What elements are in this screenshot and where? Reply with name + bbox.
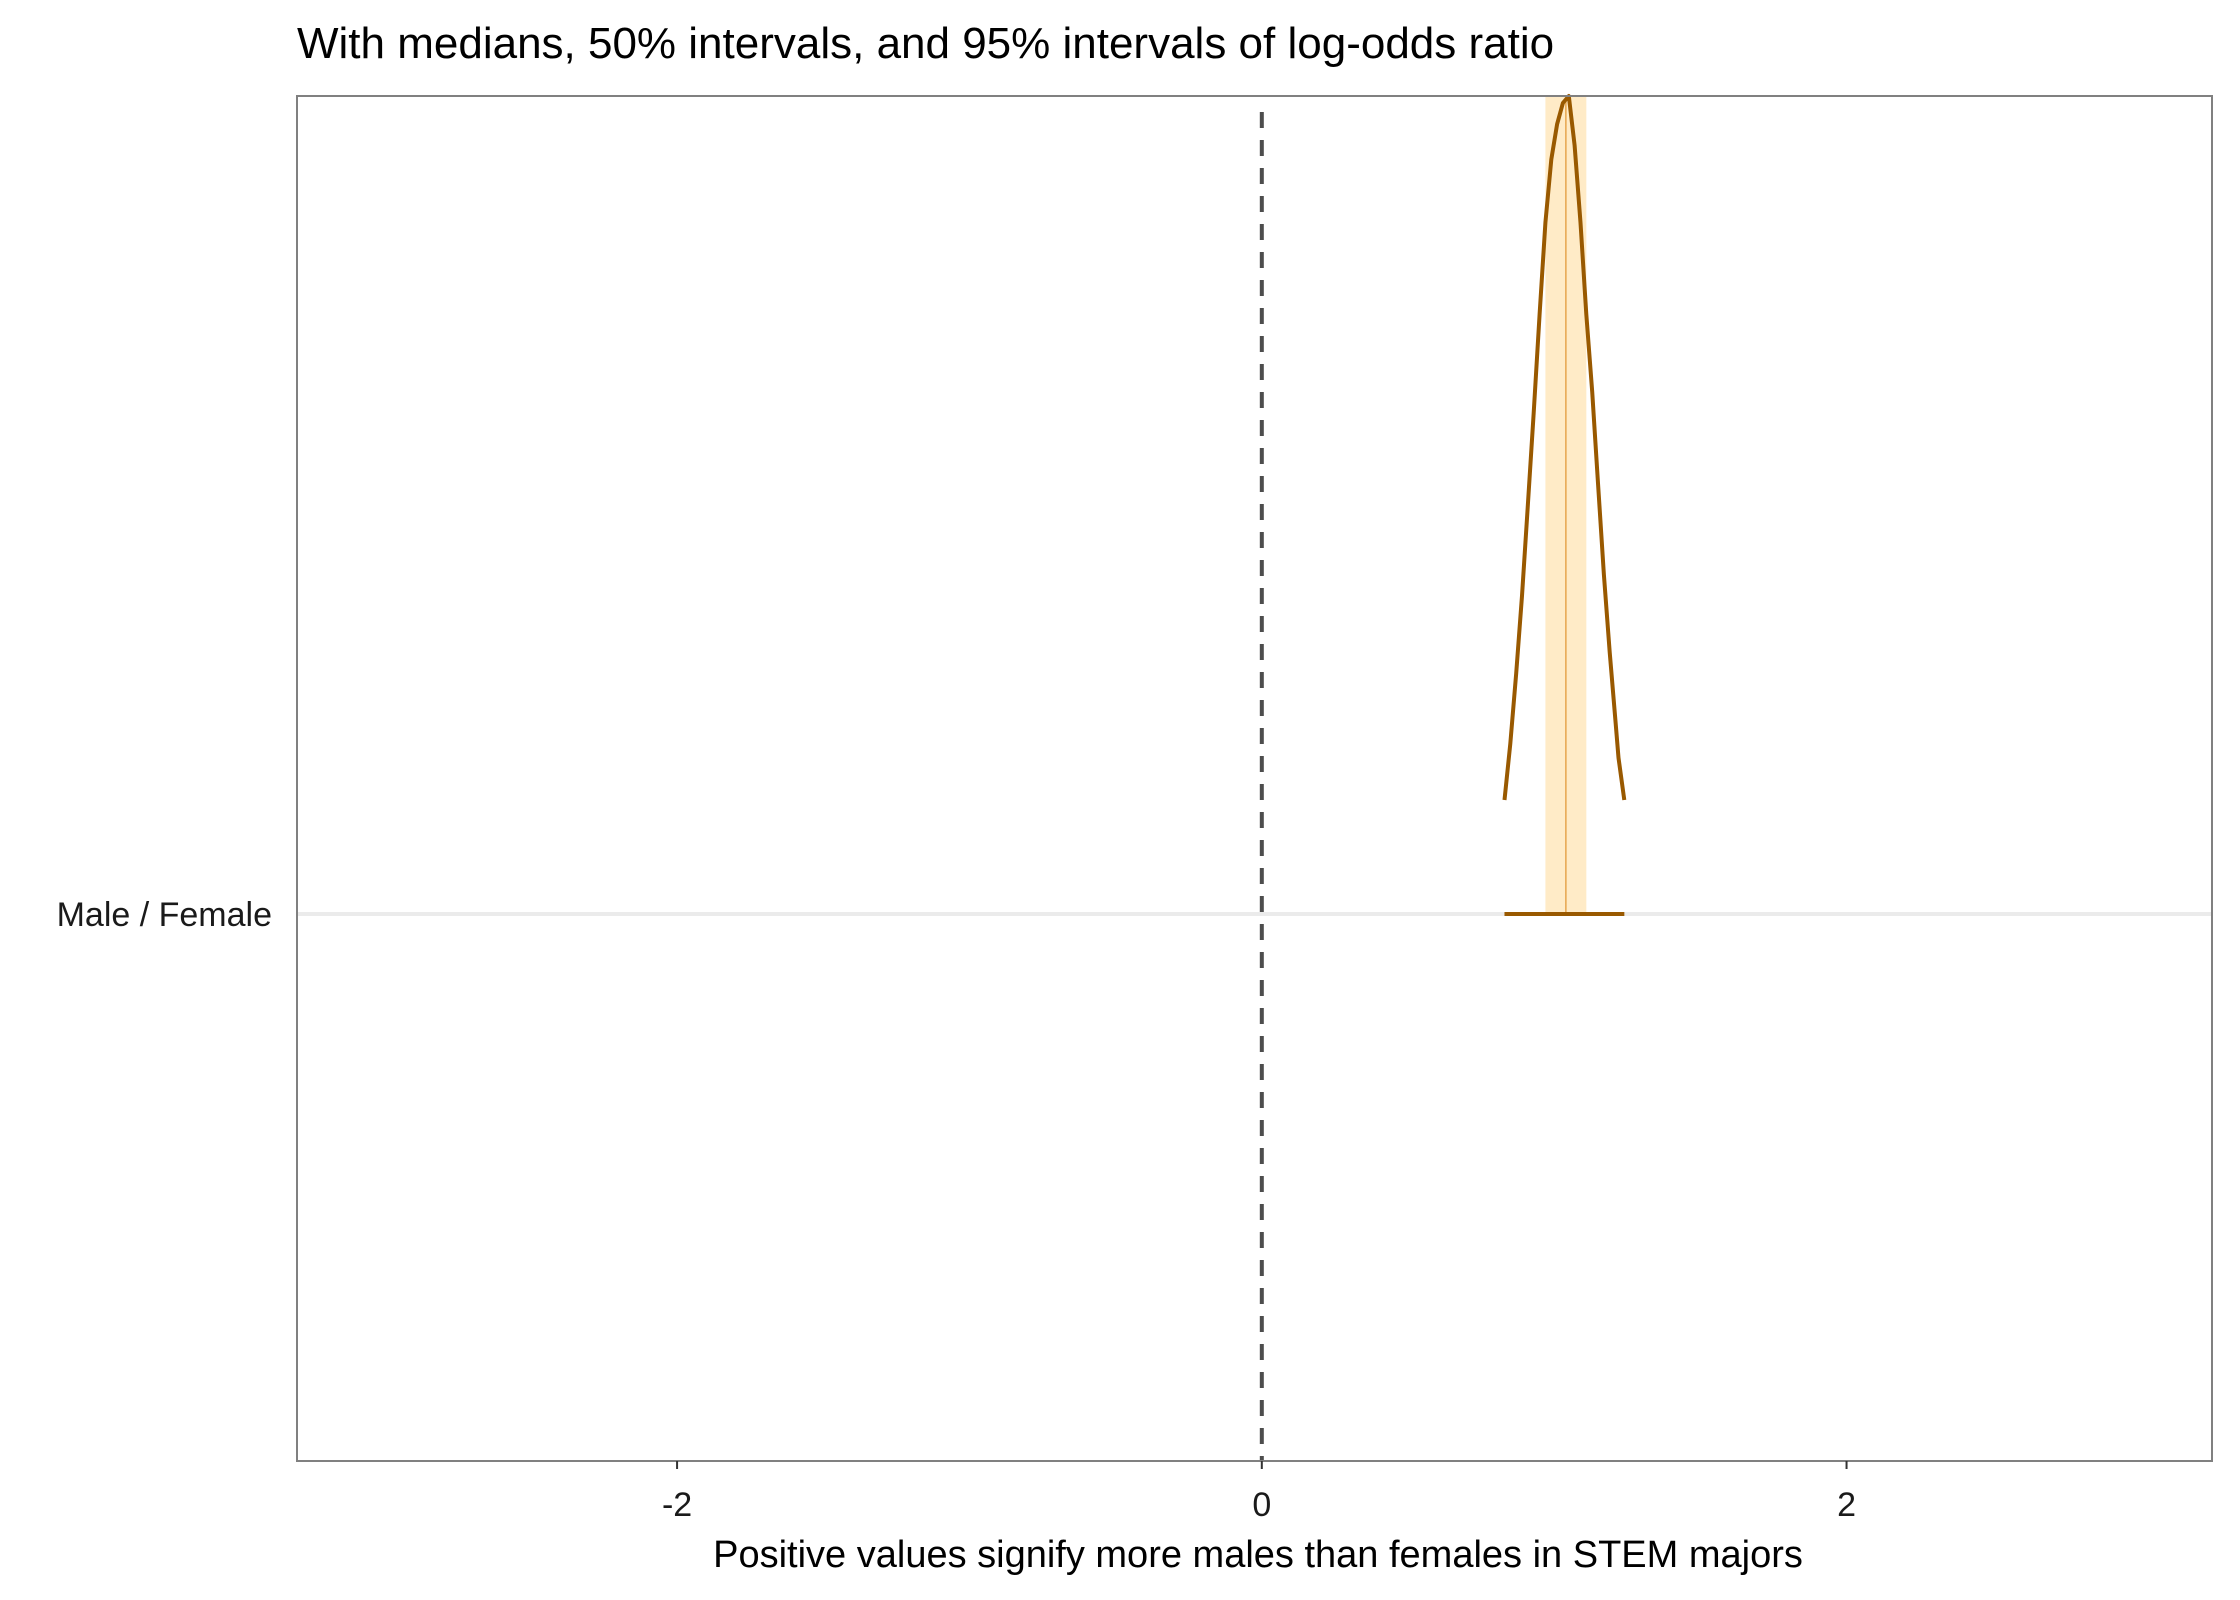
plot-area: Male / Female -2 0 2 <box>57 94 2213 1524</box>
y-tick-label: Male / Female <box>57 896 272 934</box>
x-tick-label: 2 <box>1837 1486 1856 1524</box>
panel-border <box>296 95 2213 1462</box>
density-curve <box>1502 94 1627 801</box>
x-tick-label: 0 <box>1252 1486 1271 1524</box>
chart-title: With medians, 50% intervals, and 95% int… <box>297 19 1554 68</box>
x-tick-label: -2 <box>662 1486 692 1524</box>
x-axis-label: Positive values signify more males than … <box>713 1534 1803 1576</box>
